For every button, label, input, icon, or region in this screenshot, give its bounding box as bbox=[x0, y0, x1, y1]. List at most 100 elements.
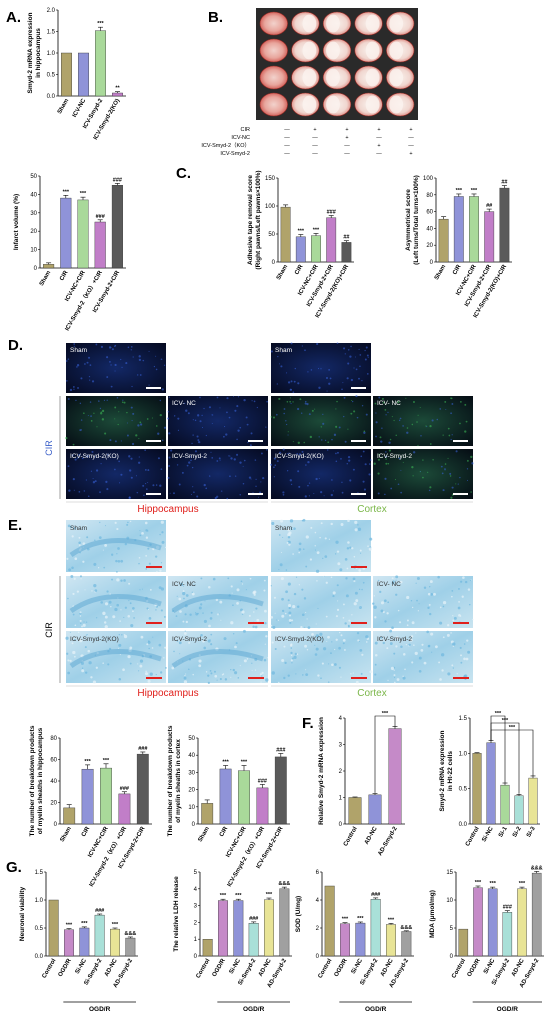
bar bbox=[469, 196, 479, 263]
lfb-speckle bbox=[442, 605, 445, 608]
if-speckle bbox=[168, 432, 171, 435]
if-speckle bbox=[90, 419, 93, 422]
if-speckle bbox=[388, 441, 391, 444]
y-tick-label: 60 bbox=[426, 210, 433, 216]
if-speckle bbox=[84, 363, 86, 365]
lfb-speckle bbox=[405, 644, 407, 646]
if-speckle bbox=[347, 362, 350, 365]
treatment-mark: + bbox=[313, 127, 316, 133]
lfb-speckle bbox=[163, 615, 166, 618]
lfb-speckle bbox=[274, 612, 276, 614]
if-speckle bbox=[91, 450, 94, 453]
if-speckle bbox=[470, 455, 473, 459]
if-speckle bbox=[310, 369, 313, 371]
if-speckle bbox=[328, 382, 331, 385]
y-tick-label: 100 bbox=[265, 204, 276, 210]
if-speckle bbox=[201, 414, 203, 417]
panel-e-images bbox=[65, 518, 474, 684]
if-speckle bbox=[321, 439, 323, 441]
if-speckle bbox=[239, 426, 242, 429]
if-speckle bbox=[73, 343, 76, 345]
if-speckle bbox=[249, 444, 252, 447]
bar bbox=[528, 777, 538, 825]
scale-bar bbox=[453, 493, 468, 495]
if-speckle bbox=[450, 412, 453, 415]
lfb-speckle bbox=[90, 676, 93, 679]
if-speckle bbox=[276, 460, 279, 463]
if-speckle bbox=[282, 448, 285, 451]
if-speckle bbox=[73, 388, 75, 390]
if-speckle bbox=[155, 425, 158, 427]
if-speckle bbox=[377, 492, 380, 495]
lfb-speckle bbox=[210, 633, 213, 636]
lfb-speckle bbox=[316, 580, 318, 582]
lfb-speckle bbox=[249, 577, 252, 580]
lfb-speckle bbox=[232, 604, 234, 607]
if-speckle bbox=[86, 455, 89, 458]
lfb-speckle bbox=[224, 678, 228, 681]
bar bbox=[517, 888, 527, 957]
if-speckle bbox=[335, 452, 337, 455]
if-speckle bbox=[225, 433, 228, 436]
if-speckle bbox=[203, 483, 206, 487]
if-speckle bbox=[277, 356, 279, 358]
if-speckle bbox=[87, 495, 90, 497]
lfb-speckle bbox=[393, 674, 396, 677]
if-speckle bbox=[292, 441, 294, 443]
significance-mark: *** bbox=[81, 921, 88, 927]
lfb-speckle bbox=[240, 580, 243, 583]
if-cortex-icv-smyd2 bbox=[373, 449, 473, 499]
if-speckle bbox=[429, 486, 432, 489]
lfb-speckle bbox=[360, 552, 362, 554]
y-axis-label: Asymmetrical score(Left turns/Total turn… bbox=[405, 175, 420, 265]
lfb-speckle bbox=[207, 674, 210, 677]
if-speckle bbox=[347, 428, 349, 430]
y-tick-label: 50 bbox=[268, 232, 275, 238]
if-speckle bbox=[301, 450, 304, 453]
if-speckle bbox=[365, 413, 368, 416]
lfb-speckle bbox=[323, 647, 327, 651]
if-speckle bbox=[411, 466, 414, 469]
scale-bar bbox=[351, 677, 367, 679]
lfb-speckle bbox=[178, 597, 182, 601]
if-speckle bbox=[185, 409, 188, 412]
lfb-speckle bbox=[288, 618, 292, 622]
lfb-speckle bbox=[123, 634, 128, 639]
y-tick-label: 40 bbox=[30, 192, 37, 198]
if-speckle bbox=[364, 349, 366, 352]
cir-side-label: CIR bbox=[44, 622, 54, 638]
lfb-speckle bbox=[219, 677, 222, 681]
lfb-speckle bbox=[200, 633, 203, 637]
lfb-speckle bbox=[290, 654, 293, 657]
lfb-speckle bbox=[393, 681, 396, 684]
lfb-speckle bbox=[121, 634, 123, 636]
lfb-speckle bbox=[330, 576, 333, 579]
if-speckle bbox=[353, 367, 355, 369]
if-speckle bbox=[152, 484, 155, 487]
lfb-speckle bbox=[391, 577, 394, 580]
lfb-speckle bbox=[264, 643, 266, 645]
if-speckle bbox=[116, 396, 119, 399]
lfb-speckle bbox=[241, 613, 244, 615]
lfb-speckle bbox=[71, 642, 74, 645]
treatment-row-label: ICV-Smyd-2 bbox=[220, 151, 250, 157]
y-tick-label: 1.5 bbox=[47, 30, 56, 36]
x-tick-label: AD-NC bbox=[380, 957, 395, 977]
lfb-speckle bbox=[73, 527, 76, 530]
region-cortex-label: Cortex bbox=[357, 688, 386, 699]
panel-d-labels: Sham ICV- NC ICV-Smyd-2(KO) ICV-Smyd-2 S… bbox=[44, 347, 473, 515]
bar bbox=[458, 928, 469, 957]
lfb-speckle bbox=[209, 639, 211, 641]
if-speckle bbox=[219, 459, 221, 461]
if-speckle bbox=[223, 425, 226, 428]
lfb-speckle bbox=[105, 525, 107, 527]
significance-mark: *** bbox=[63, 189, 70, 195]
lfb-speckle bbox=[348, 619, 351, 622]
if-speckle bbox=[89, 401, 92, 403]
lfb-speckle bbox=[251, 662, 253, 664]
lfb-speckle bbox=[328, 538, 331, 540]
if-label-icv-ko: ICV-Smyd-2(KO) bbox=[275, 453, 324, 460]
lfb-speckle bbox=[214, 674, 218, 678]
lfb-speckle bbox=[349, 546, 352, 549]
significance-mark: *** bbox=[489, 881, 496, 887]
